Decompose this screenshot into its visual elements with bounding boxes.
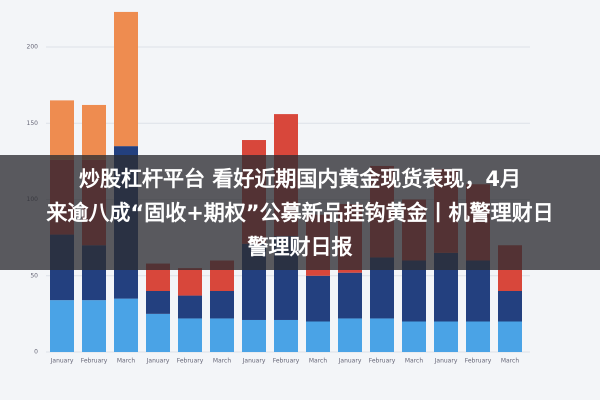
- y-tick-label: 0: [34, 349, 38, 356]
- x-tick-label: January: [50, 358, 74, 365]
- bar-segment: [338, 318, 362, 352]
- bar-segment: [178, 295, 202, 319]
- bar-segment: [306, 275, 330, 322]
- bar-segment: [498, 321, 522, 352]
- x-tick-label: January: [146, 358, 170, 365]
- bar-segment: [466, 321, 490, 352]
- bar-segment: [338, 272, 362, 319]
- bar-segment: [146, 313, 170, 352]
- bar-segment: [306, 321, 330, 352]
- bar-segment: [466, 260, 490, 322]
- x-tick-label: February: [465, 358, 492, 365]
- bar-segment: [82, 300, 106, 352]
- x-tick-label: March: [117, 358, 135, 365]
- bar-segment: [114, 298, 138, 352]
- bar-segment: [434, 321, 458, 352]
- x-tick-label: March: [405, 358, 423, 365]
- bar-segment: [370, 318, 394, 352]
- x-tick-label: February: [81, 358, 108, 365]
- x-tick-label: February: [177, 358, 204, 365]
- bar-segment: [50, 100, 74, 160]
- title-line: 炒股杠杆平台 看好近期国内黄金现货表现，4月: [79, 166, 521, 191]
- bar-segment: [402, 260, 426, 322]
- bar-segment: [210, 318, 234, 352]
- x-tick-label: January: [434, 358, 458, 365]
- bar-segment: [498, 291, 522, 322]
- x-tick-label: January: [242, 358, 266, 365]
- x-tick-label: March: [213, 358, 231, 365]
- bar-segment: [146, 291, 170, 314]
- bar-segment: [82, 104, 106, 160]
- y-tick-label: 150: [27, 120, 39, 127]
- bar-segment: [402, 321, 426, 352]
- x-tick-label: February: [369, 358, 396, 365]
- title-line: 来逾八成“固收+期权”公募新品挂钩黄金丨机警理财日: [46, 200, 554, 225]
- y-tick-label: 200: [27, 44, 39, 51]
- title-band: 炒股杠杆平台 看好近期国内黄金现货表现，4月 来逾八成“固收+期权”公募新品挂钩…: [0, 155, 600, 270]
- bar-segment: [242, 319, 266, 352]
- bar-segment: [210, 291, 234, 319]
- bar-segment: [178, 318, 202, 352]
- bar-segment: [274, 319, 298, 352]
- x-tick-label: March: [309, 358, 327, 365]
- x-tick-label: March: [501, 358, 519, 365]
- x-tick-label: January: [338, 358, 362, 365]
- bar-segment: [114, 11, 138, 147]
- bar-segment: [50, 300, 74, 352]
- x-tick-label: February: [273, 358, 300, 365]
- y-tick-label: 50: [30, 272, 38, 279]
- title-line: 警理财日报: [247, 234, 353, 259]
- bar-segment: [178, 268, 202, 296]
